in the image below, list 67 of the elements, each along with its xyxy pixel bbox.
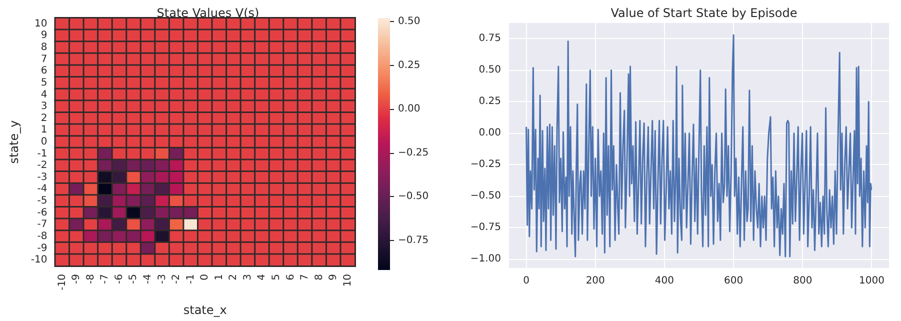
y-tick-label: 2 (40, 112, 48, 124)
line-series (526, 34, 872, 258)
x-tick-label: -7 (100, 274, 111, 284)
x-tick-label: 10 (342, 274, 354, 287)
y-tick-label: 3 (40, 101, 48, 112)
x-tick-label: 7 (300, 274, 311, 280)
x-tick-label: 2 (228, 274, 240, 280)
x-tick-label: 0 (200, 274, 211, 280)
color-bar-label: −0.25 (398, 147, 429, 158)
y-tick-label: -8 (37, 230, 48, 242)
color-bar-label: −0.50 (398, 191, 429, 202)
x-tick-label: -2 (171, 274, 182, 284)
x-tick-label: 0 (523, 276, 530, 286)
x-tick-label: 1 (214, 274, 225, 280)
y-tick-label: 0 (40, 136, 48, 148)
y-tick-label: 0.50 (478, 64, 501, 76)
color-bar-label: 0.25 (398, 60, 420, 71)
chart-title: Value of Start State by Episode (610, 6, 798, 20)
y-tick-label: 0.00 (478, 128, 501, 139)
y-tick-label: −0.75 (470, 222, 501, 234)
y-tick-label: -2 (37, 160, 48, 172)
x-tick-label: 3 (242, 274, 254, 280)
y-tick-label: 1 (40, 124, 48, 136)
y-tick-label: −1.00 (470, 254, 501, 265)
x-tick-label: 8 (314, 274, 325, 280)
y-tick-label: −0.25 (470, 159, 501, 170)
x-tick-label: 1000 (859, 276, 884, 286)
y-axis-title: state_y (7, 120, 21, 164)
x-tick-label: -10 (56, 274, 68, 290)
y-tick-label: 6 (40, 66, 48, 77)
y-tick-label: -1 (37, 148, 48, 160)
y-tick-label: -3 (37, 172, 48, 183)
y-tick-label: 4 (40, 89, 48, 100)
x-tick-label: 4 (256, 274, 268, 280)
y-tick-label: -4 (37, 184, 48, 195)
x-tick-label: -4 (142, 274, 154, 284)
color-bar-label: 0.50 (398, 16, 420, 27)
y-tick-label: 9 (40, 30, 48, 42)
y-tick-label: -5 (37, 196, 48, 207)
x-tick-label: -9 (71, 274, 82, 284)
y-tick-label: -7 (37, 219, 48, 230)
y-tick-label: 5 (40, 77, 48, 88)
y-tick-label: 0.25 (478, 96, 501, 108)
y-tick-label: 10 (34, 18, 48, 30)
y-tick-label: 8 (40, 42, 48, 54)
y-tick-label: -9 (37, 242, 48, 254)
y-tick-label: -6 (37, 207, 48, 218)
x-axis-title: state_x (183, 303, 227, 317)
x-tick-label: -6 (114, 274, 125, 284)
x-tick-label: 400 (654, 276, 674, 286)
x-tick-label: 5 (270, 274, 282, 280)
y-tick-label: 7 (40, 54, 48, 65)
x-tick-label: 800 (793, 276, 812, 286)
x-tick-label: 600 (724, 276, 744, 286)
y-tick-label: −0.50 (470, 190, 501, 202)
chart-title: State Values V(s) (156, 6, 260, 20)
color-bar-label: −0.75 (398, 234, 429, 246)
x-tick-label: -5 (128, 274, 140, 284)
x-tick-label: -3 (156, 274, 168, 284)
x-tick-label: 6 (285, 274, 296, 280)
y-tick-label: 0.75 (478, 33, 501, 44)
y-tick-label: -10 (30, 254, 48, 266)
x-tick-label: -1 (185, 274, 196, 284)
x-tick-label: 9 (328, 274, 340, 280)
x-tick-label: -8 (85, 274, 96, 284)
color-bar-label: 0.00 (398, 104, 420, 114)
x-tick-label: 200 (586, 276, 605, 286)
